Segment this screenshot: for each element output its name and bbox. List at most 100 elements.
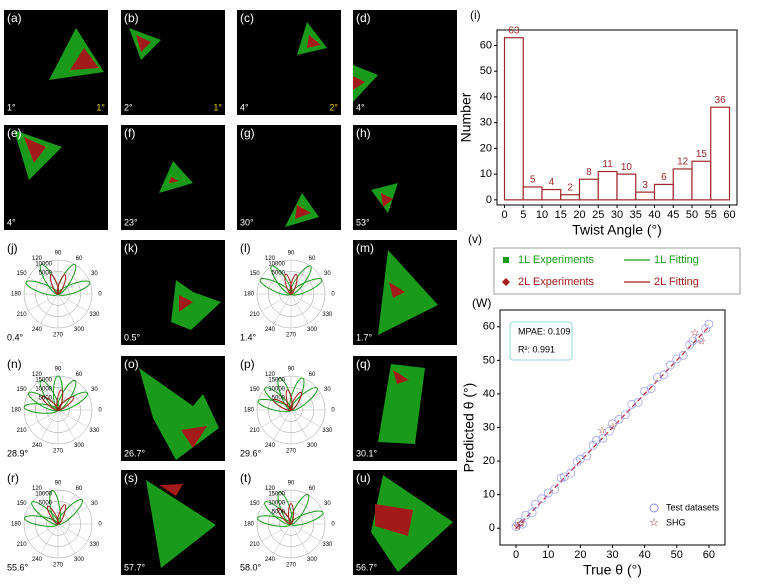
angle-label: 30° bbox=[240, 217, 254, 227]
bar bbox=[560, 194, 581, 201]
panel-label: (h) bbox=[356, 126, 371, 140]
polar-angle-label: 330 bbox=[89, 428, 100, 434]
x-tick-label: 55 bbox=[705, 209, 717, 221]
polar-angle-label: 300 bbox=[307, 327, 318, 333]
y-tick-label: 20 bbox=[480, 142, 492, 154]
radial-label: 15000 bbox=[268, 492, 285, 498]
panel: 0 30 60 90 120 150 180 210 240 270 300 330 10000 5000… bbox=[4, 240, 108, 345]
polar-spoke bbox=[273, 494, 292, 525]
panel: 0 30 60 90 120 150 180 210 240 270 300 330 15000 1000… bbox=[4, 356, 108, 461]
x-axis-label: Twist Angle (°) bbox=[572, 222, 662, 238]
test-point bbox=[582, 451, 592, 461]
test-point bbox=[653, 373, 662, 382]
bilayer-flake bbox=[375, 504, 413, 536]
panel: (g) 30° bbox=[237, 125, 341, 230]
polar-spoke bbox=[57, 293, 76, 324]
panel: 0 30 60 90 120 150 180 210 240 270 300 330 15000 1000… bbox=[237, 470, 341, 575]
monolayer-flake bbox=[378, 364, 425, 444]
legend-marker bbox=[502, 278, 510, 286]
polar-angle-label: 30 bbox=[91, 387, 98, 393]
polar-spoke bbox=[28, 523, 59, 542]
panel-label: (b) bbox=[124, 11, 139, 25]
value-label: 63 bbox=[508, 25, 520, 36]
value-label: 10 bbox=[621, 162, 633, 173]
angle-label: 26.7° bbox=[124, 448, 146, 458]
panel-label: (W) bbox=[472, 296, 491, 310]
test-point bbox=[620, 410, 630, 420]
polar-angle-label: 90 bbox=[55, 481, 62, 487]
polar-angle-label: 180 bbox=[244, 408, 255, 414]
polar-spoke bbox=[290, 276, 321, 295]
polar-angle-label: 330 bbox=[322, 312, 333, 318]
shg-point: ☆ bbox=[697, 337, 706, 348]
test-point bbox=[572, 457, 582, 467]
shg-point: ☆ bbox=[690, 328, 699, 339]
petal-2l bbox=[284, 273, 293, 295]
legend-label: 1L Experiments bbox=[518, 254, 595, 266]
monolayer-flake bbox=[378, 250, 438, 335]
polar-angle-label: 180 bbox=[11, 522, 22, 528]
legend-box bbox=[493, 247, 741, 295]
test-point bbox=[521, 510, 531, 520]
polar-angle-label: 120 bbox=[265, 372, 276, 378]
polar-spoke bbox=[40, 494, 59, 525]
x-tick-label: 40 bbox=[639, 549, 651, 561]
panel: (s) 57.7° bbox=[121, 470, 225, 575]
test-point bbox=[701, 324, 711, 334]
radial-label: 10000 bbox=[35, 492, 52, 498]
polar-spoke bbox=[290, 523, 321, 542]
polar-spoke bbox=[290, 409, 309, 440]
legend-label: 1L Fitting bbox=[654, 254, 699, 266]
polar-angle-label: 270 bbox=[286, 563, 297, 569]
polar-angle-label: 0 bbox=[98, 408, 102, 414]
value-label: 5 bbox=[530, 175, 536, 186]
bilayer-flake bbox=[381, 193, 393, 207]
radial-label: 5000 bbox=[272, 271, 286, 277]
panel-label: (d) bbox=[356, 11, 371, 25]
x-tick-label: 50 bbox=[686, 209, 698, 221]
test-point bbox=[511, 522, 521, 531]
annotation-box bbox=[509, 321, 573, 361]
bilayer-flake bbox=[181, 426, 207, 448]
test-point bbox=[559, 472, 569, 482]
bilayer-flake bbox=[159, 484, 183, 496]
x-tick-label: 30 bbox=[611, 209, 623, 221]
panel-label: (l) bbox=[240, 241, 251, 255]
polar-angle-label: 0 bbox=[331, 408, 335, 414]
value-label: 36 bbox=[715, 95, 727, 106]
polar-angle-label: 30 bbox=[91, 271, 98, 277]
panel: (c) 4° 2° bbox=[237, 10, 341, 115]
polar-spoke bbox=[261, 409, 292, 428]
bar bbox=[672, 168, 693, 201]
polar-spoke bbox=[290, 293, 309, 324]
value-label: 3 bbox=[642, 180, 648, 191]
polar-angle-label: 300 bbox=[74, 327, 85, 333]
polar-angle-label: 30 bbox=[324, 271, 331, 277]
test-point bbox=[665, 360, 675, 370]
shg-point: ☆ bbox=[516, 519, 525, 530]
value-label: 2 bbox=[567, 182, 573, 193]
annotation: MPAE: 0.109 bbox=[518, 326, 570, 336]
polar-angle-label: 300 bbox=[74, 557, 85, 563]
bilayer-flake bbox=[24, 137, 46, 163]
bilayer-flake bbox=[353, 76, 365, 90]
legend-label: 2L Experiments bbox=[518, 276, 595, 288]
x-tick-label: 60 bbox=[703, 549, 715, 561]
polar-angle-label: 210 bbox=[250, 428, 261, 434]
x-tick-label: 20 bbox=[574, 549, 586, 561]
panel-label: (k) bbox=[124, 241, 138, 255]
polar-angle-label: 60 bbox=[309, 256, 316, 262]
polar-spoke bbox=[261, 523, 292, 542]
bar bbox=[578, 178, 599, 201]
angle-label: 1.7° bbox=[356, 332, 373, 342]
test-point bbox=[598, 433, 608, 443]
shg-point: ☆ bbox=[513, 521, 522, 532]
polar-angle-label: 180 bbox=[244, 292, 255, 298]
bilayer-flake bbox=[169, 177, 179, 183]
monolayer-flake bbox=[159, 161, 193, 193]
y-tick-label: 50 bbox=[480, 65, 492, 77]
polar-angle-label: 180 bbox=[11, 408, 22, 414]
petal-2l bbox=[41, 396, 59, 411]
petal-2l bbox=[46, 505, 59, 525]
y-axis-label: Number bbox=[458, 92, 474, 142]
